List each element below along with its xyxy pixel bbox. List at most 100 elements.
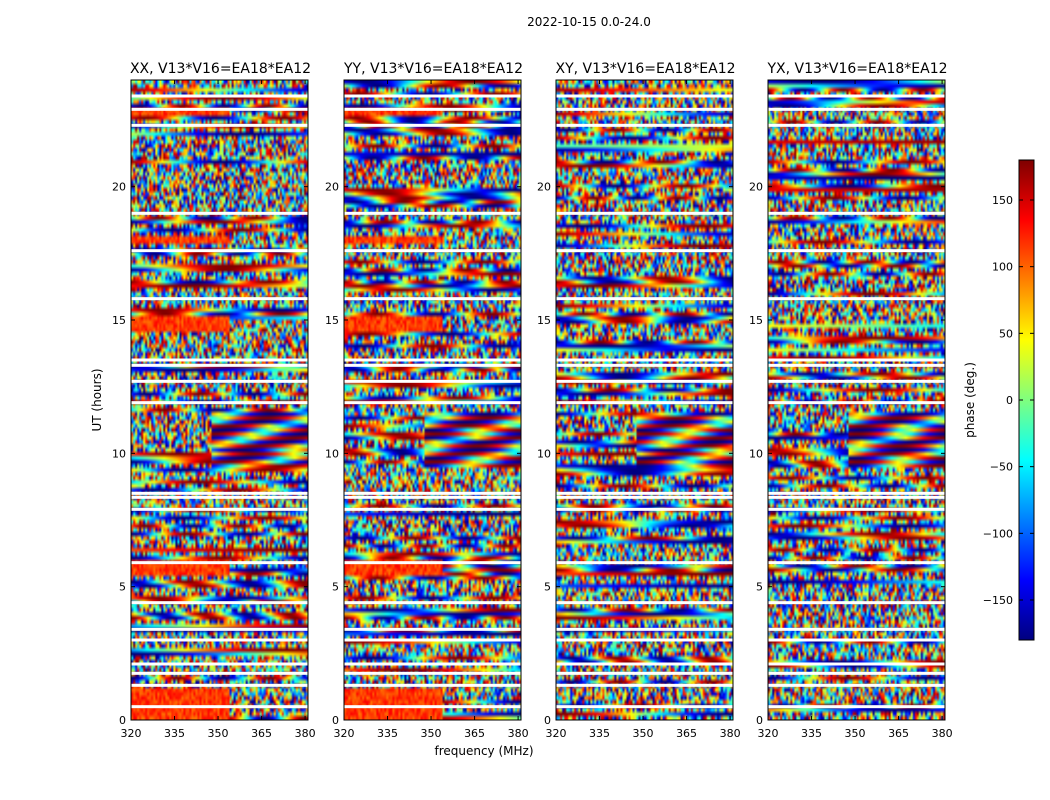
y-tick-label: 15 xyxy=(537,314,551,327)
x-tick-label: 335 xyxy=(164,727,185,740)
y-tick-label: 0 xyxy=(756,714,763,727)
flag-gap xyxy=(131,601,308,605)
flag-gap xyxy=(344,249,521,253)
flag-gap xyxy=(131,211,308,215)
flag-gap xyxy=(344,601,521,605)
flag-gap xyxy=(768,561,945,565)
flag-gap xyxy=(556,491,733,495)
flag-gap xyxy=(768,249,945,253)
flag-gap xyxy=(768,358,945,362)
y-tick-label: 20 xyxy=(537,181,551,194)
heatmap-image xyxy=(768,80,945,720)
y-tick-label: 10 xyxy=(325,447,339,460)
x-tick-label: 365 xyxy=(464,727,485,740)
colorbar-label: phase (deg.) xyxy=(963,362,977,438)
flag-gap xyxy=(131,507,308,511)
flag-gap xyxy=(556,627,733,631)
heatmap-panel: YX, V13*V16=EA18*EA12 320 335 350 365 380 0 5 10… xyxy=(749,61,953,740)
x-tick-label: 380 xyxy=(932,727,953,740)
flag-gap xyxy=(768,107,945,111)
axes-frame xyxy=(767,79,946,721)
y-tick-label: 10 xyxy=(749,447,763,460)
x-tick-label: 320 xyxy=(334,727,355,740)
heatmap-panel: YY, V13*V16=EA18*EA12 320 335 350 365 380 0 5 10… xyxy=(325,61,529,740)
colorbar: 150 100 50 0 −50 −100 −150 phase (deg.) xyxy=(963,159,1035,641)
flag-gap xyxy=(344,211,521,215)
flag-gap xyxy=(344,107,521,111)
colorbar-tick-label: 50 xyxy=(999,327,1013,340)
flag-gap xyxy=(131,401,308,405)
colorbar-tick-label: 0 xyxy=(1006,394,1013,407)
flag-gap xyxy=(768,671,945,675)
flag-gap xyxy=(344,401,521,405)
flag-gap xyxy=(556,683,733,687)
flag-gap xyxy=(344,363,521,367)
flag-gap xyxy=(131,491,308,495)
heatmap-panel: XX, V13*V16=EA18*EA12 320 335 350 365 380 0 5 10… xyxy=(112,61,316,740)
flag-gap xyxy=(556,249,733,253)
flag-gap xyxy=(131,379,308,383)
flag-gap xyxy=(131,683,308,687)
x-tick-label: 335 xyxy=(377,727,398,740)
flag-gap xyxy=(768,495,945,499)
flag-gap xyxy=(768,491,945,495)
flag-gap xyxy=(131,123,308,127)
flag-gap xyxy=(768,379,945,383)
x-tick-label: 320 xyxy=(758,727,779,740)
x-tick-label: 350 xyxy=(421,727,442,740)
panel-title: XY, V13*V16=EA18*EA12 xyxy=(555,61,735,77)
y-tick-label: 20 xyxy=(749,181,763,194)
x-tick-label: 320 xyxy=(546,727,567,740)
flag-gap xyxy=(344,94,521,98)
flag-gap xyxy=(344,627,521,631)
flag-gap xyxy=(768,705,945,709)
flag-gap xyxy=(556,297,733,301)
y-tick-label: 0 xyxy=(119,714,126,727)
figure-suptitle: 2022-10-15 0.0-24.0 xyxy=(527,15,651,29)
colorbar-tick-label: −150 xyxy=(983,594,1013,607)
flag-gap xyxy=(344,123,521,127)
flag-gap xyxy=(131,561,308,565)
flag-gap xyxy=(556,507,733,511)
flag-gap xyxy=(556,705,733,709)
flag-gap xyxy=(344,705,521,709)
flag-gap xyxy=(768,662,945,666)
axes-frame xyxy=(343,79,522,721)
flag-gap xyxy=(344,638,521,642)
y-tick-label: 15 xyxy=(325,314,339,327)
y-tick-label: 0 xyxy=(332,714,339,727)
y-axis-label: UT (hours) xyxy=(90,368,104,431)
flag-gap xyxy=(556,107,733,111)
x-tick-label: 320 xyxy=(121,727,142,740)
flag-gap xyxy=(556,94,733,98)
flag-gap xyxy=(768,401,945,405)
x-tick-label: 350 xyxy=(845,727,866,740)
x-tick-label: 350 xyxy=(633,727,654,740)
y-tick-label: 20 xyxy=(325,181,339,194)
y-tick-label: 5 xyxy=(756,581,763,594)
x-tick-label: 335 xyxy=(589,727,610,740)
colorbar-tick-label: −50 xyxy=(990,461,1013,474)
heatmap-image xyxy=(344,80,521,720)
flag-gap xyxy=(131,297,308,301)
flag-gap xyxy=(768,123,945,127)
flag-gap xyxy=(344,671,521,675)
flag-gap xyxy=(768,94,945,98)
axes-frame xyxy=(130,79,309,721)
flag-gap xyxy=(768,683,945,687)
colorbar-tick-label: −100 xyxy=(983,527,1013,540)
flag-gap xyxy=(131,638,308,642)
flag-gap xyxy=(131,107,308,111)
x-tick-label: 365 xyxy=(676,727,697,740)
flag-gap xyxy=(131,358,308,362)
flag-gap xyxy=(556,379,733,383)
y-tick-label: 20 xyxy=(112,181,126,194)
flag-gap xyxy=(556,358,733,362)
heatmap-image xyxy=(131,80,308,720)
flag-gap xyxy=(556,638,733,642)
flag-gap xyxy=(556,601,733,605)
flag-gap xyxy=(131,363,308,367)
flag-gap xyxy=(768,638,945,642)
y-tick-label: 10 xyxy=(112,447,126,460)
flag-gap xyxy=(768,363,945,367)
